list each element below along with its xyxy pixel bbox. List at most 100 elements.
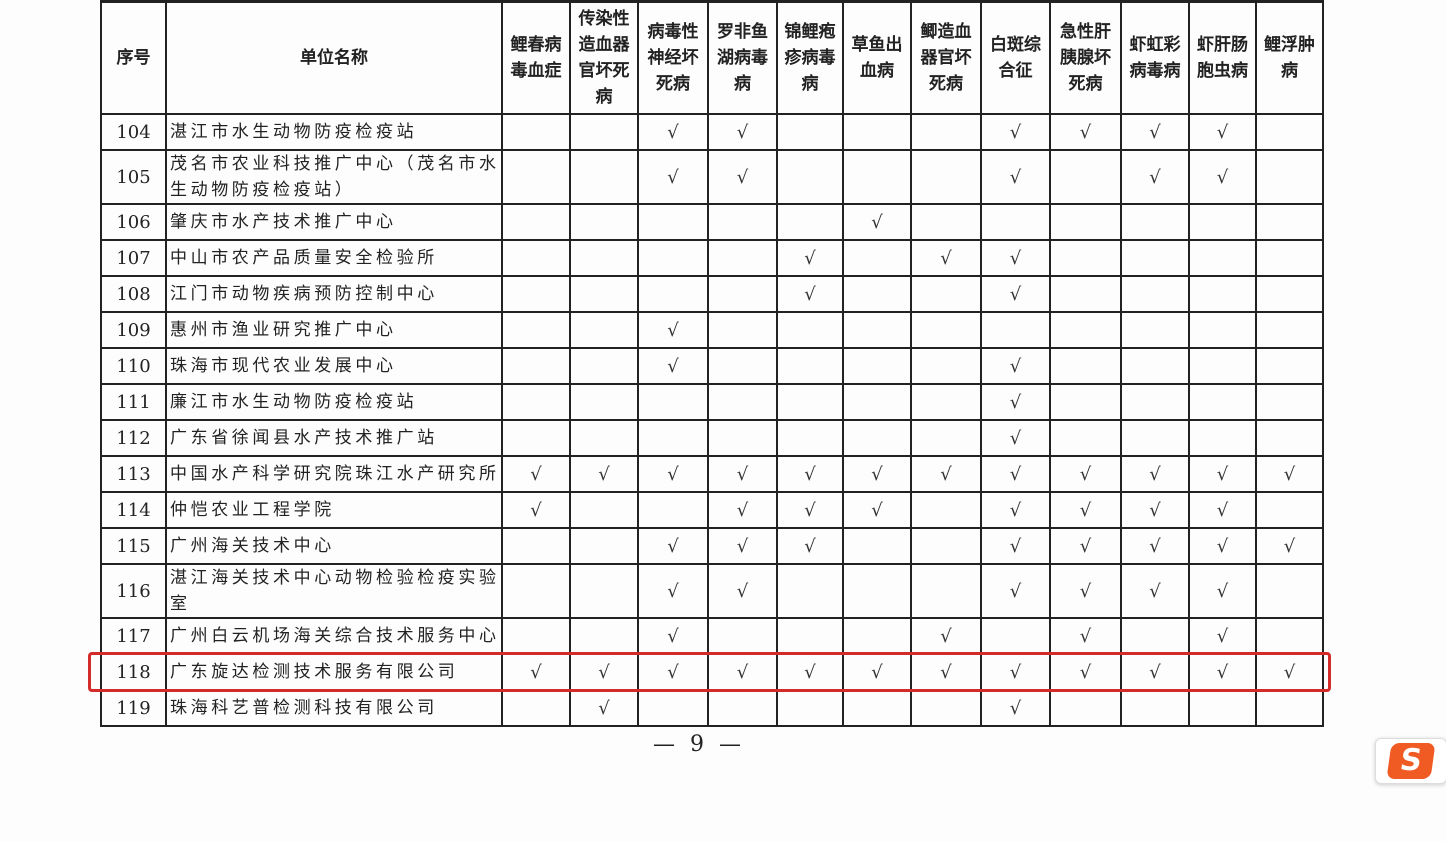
check-cell [842,527,912,565]
check-cell: √ [637,563,709,619]
check-cell [1255,347,1324,385]
check-cell [1049,149,1122,205]
check-cell [980,311,1051,349]
table-row: 119 珠海科艺普检测科技有限公司 √ √ [100,689,1324,727]
check-mark: √ [1079,463,1092,485]
table-row: 113 中国水产科学研究院珠江水产研究所 √ √ √ √ √ √ √ √ √ √ √ √ [100,455,1324,493]
check-cell: √ [1255,527,1324,565]
check-mark: √ [598,463,610,485]
check-cell [1120,311,1190,349]
check-mark: √ [1149,535,1161,557]
check-cell [501,689,571,727]
check-cell: √ [776,239,844,277]
check-cell [707,419,778,457]
check-cell [569,383,639,421]
check-cell [842,563,912,619]
check-mark: √ [1216,625,1229,647]
check-cell: √ [842,455,912,493]
table-row: 112 广东省徐闻县水产技术推广站 √ [100,419,1324,457]
check-cell: √ [980,563,1051,619]
check-cell [842,311,912,349]
check-cell [501,383,571,421]
check-cell [501,419,571,457]
table-row: 111 廉江市水生动物防疫检疫站 √ [100,383,1324,421]
check-cell [842,275,912,313]
check-cell: √ [776,491,844,529]
check-cell: √ [1188,563,1257,619]
check-cell: √ [842,491,912,529]
check-cell [1255,311,1324,349]
check-cell [501,203,571,241]
row-number: 113 [100,455,167,493]
header-disease: 虾肝肠胞虫病 [1188,0,1257,115]
row-number: 111 [100,383,167,421]
unit-name: 中山市农产品质量安全检验所 [165,239,503,277]
check-cell: √ [1255,653,1324,691]
check-cell [1255,689,1324,727]
check-cell [1188,383,1257,421]
check-cell [842,689,912,727]
check-cell [707,311,778,349]
check-mark: √ [598,697,610,719]
check-mark: √ [1149,166,1161,188]
check-mark: √ [667,463,679,485]
header-disease: 传染性造血器官坏死病 [569,0,639,115]
check-mark: √ [667,166,679,188]
check-cell [501,239,571,277]
table-row: 108 江门市动物疾病预防控制中心 √ √ [100,275,1324,313]
check-cell [1120,203,1190,241]
table-row: 105 茂名市农业科技推广中心（茂名市水生动物防疫检疫站） √ √ √ √ √ [100,149,1324,205]
check-cell: √ [569,689,639,727]
check-cell: √ [1188,455,1257,493]
header-disease: 锦鲤疱疹病毒病 [776,0,844,115]
check-cell [1188,347,1257,385]
check-mark: √ [1216,661,1229,683]
check-cell [569,617,639,655]
check-cell [910,563,982,619]
unit-name: 肇庆市水产技术推广中心 [165,203,503,241]
check-cell [1255,239,1324,277]
row-number: 108 [100,275,167,313]
header-disease: 草鱼出血病 [842,0,912,115]
check-cell: √ [1188,113,1257,151]
check-cell [569,527,639,565]
check-cell [1049,347,1122,385]
check-cell: √ [980,527,1051,565]
check-mark: √ [1009,463,1022,485]
row-number: 115 [100,527,167,565]
check-cell: √ [707,563,778,619]
unit-name: 广东旋达检测技术服务有限公司 [165,653,503,691]
table-row: 107 中山市农产品质量安全检验所 √ √ √ [100,239,1324,277]
check-cell [1255,617,1324,655]
row-number: 112 [100,419,167,457]
check-mark: √ [1079,535,1092,557]
check-cell [776,149,844,205]
check-cell [1188,275,1257,313]
header-disease: 虾虹彩病毒病 [1120,0,1190,115]
check-cell [1255,275,1324,313]
check-cell [1188,311,1257,349]
check-cell [569,419,639,457]
check-mark: √ [1009,697,1022,719]
check-cell [707,347,778,385]
check-cell: √ [637,311,709,349]
table-top-border [100,0,1322,3]
check-mark: √ [804,463,816,485]
check-cell: √ [980,653,1051,691]
check-cell: √ [980,239,1051,277]
check-mark: √ [736,121,749,143]
check-mark: √ [1149,499,1161,521]
sogou-input-icon[interactable]: S [1375,738,1446,784]
check-cell: √ [1120,563,1190,619]
check-mark: √ [1283,535,1296,557]
check-cell [569,239,639,277]
check-mark: √ [1009,499,1022,521]
unit-name: 江门市动物疾病预防控制中心 [165,275,503,313]
check-cell [707,203,778,241]
check-mark: √ [1216,463,1229,485]
check-mark: √ [804,283,816,305]
check-mark: √ [1079,625,1092,647]
check-cell [707,617,778,655]
check-cell: √ [910,617,982,655]
check-mark: √ [1009,247,1022,269]
